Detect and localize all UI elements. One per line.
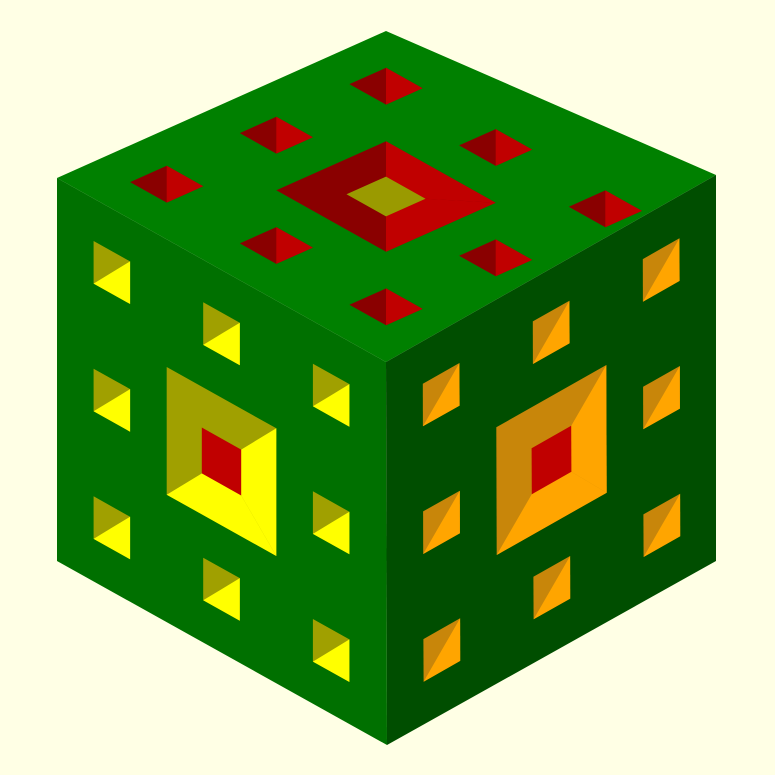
left-small-hole-wall [312, 511, 350, 555]
left-small-hole-wall [312, 384, 350, 427]
right-center-hole-wall-b [496, 460, 607, 555]
top-center-hole-wall-b [386, 196, 496, 252]
right-small-hole-wall [533, 556, 571, 620]
right-small-hole-wall [642, 238, 680, 302]
left-center-hole-interior [201, 427, 242, 496]
right-small-hole-wall [643, 493, 681, 557]
left-small-hole-wall [93, 516, 131, 560]
top-small-hole-wall [495, 129, 533, 166]
top-small-hole-wall [276, 116, 313, 154]
left-center-hole-wall-b [166, 461, 277, 556]
top-center-hole-interior [346, 176, 426, 217]
top-small-hole-wall [386, 288, 423, 326]
top-small-hole-wall [166, 165, 204, 203]
left-small-hole-wall [203, 322, 240, 366]
left-small-hole-wall [203, 578, 240, 621]
left-small-hole-wall [93, 389, 131, 432]
right-small-hole-wall [532, 300, 570, 364]
right-small-hole-wall [423, 618, 461, 682]
right-small-hole-wall [423, 490, 460, 554]
left-small-hole-wall [312, 639, 350, 682]
top-small-hole-wall [605, 190, 642, 228]
left-small-hole-wall [93, 261, 131, 304]
right-small-hole-wall [643, 366, 680, 430]
top-small-hole-wall [495, 239, 533, 277]
top-center-hole-wall-a [386, 141, 496, 203]
right-center-hole-interior [531, 425, 572, 495]
top-small-hole-wall [386, 67, 423, 105]
right-small-hole-wall [422, 363, 460, 427]
top-small-hole-wall [276, 227, 313, 264]
